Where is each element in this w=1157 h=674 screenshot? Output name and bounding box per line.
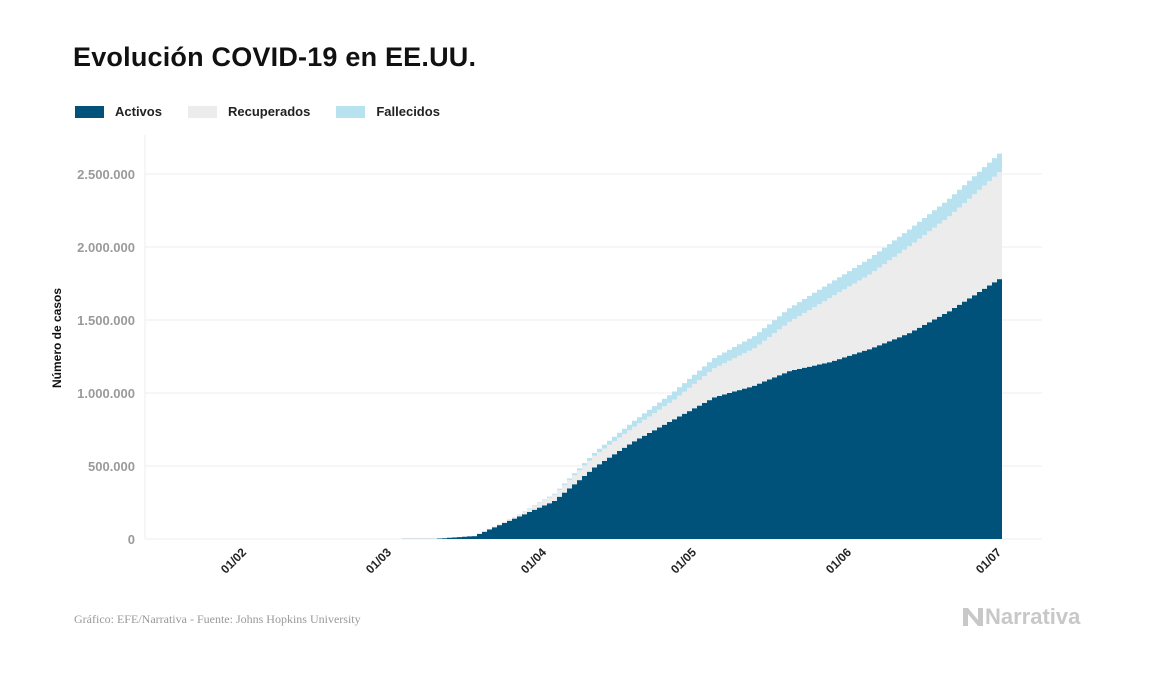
x-tick-label: 01/07 [973, 545, 1004, 576]
legend-label-activos: Activos [115, 104, 162, 119]
logo-text: Narrativa [985, 604, 1081, 629]
y-tick-label: 2.000.000 [77, 240, 135, 255]
narrativa-logo-icon [963, 608, 983, 626]
area-series-activos [192, 279, 1002, 539]
x-tick-label: 01/03 [363, 545, 394, 576]
y-tick-label: 1.000.000 [77, 386, 135, 401]
y-tick-label: 500.000 [88, 459, 135, 474]
y-tick-label: 1.500.000 [77, 313, 135, 328]
source-footer: Gráfico: EFE/Narrativa - Fuente: Johns H… [74, 612, 361, 626]
legend: Activos Recuperados Fallecidos [75, 104, 466, 119]
chart-title: Evolución COVID-19 en EE.UU. [73, 42, 477, 72]
y-tick-label: 0 [128, 532, 135, 547]
legend-swatch-recuperados [187, 105, 217, 118]
y-axis-label: Número de casos [50, 288, 64, 388]
x-tick-label: 01/04 [518, 545, 549, 576]
x-tick-label: 01/06 [823, 545, 854, 576]
narrativa-logo: Narrativa [963, 604, 1080, 630]
y-tick-label: 2.500.000 [77, 167, 135, 182]
legend-label-recuperados: Recuperados [227, 104, 311, 119]
x-tick-label: 01/02 [218, 545, 249, 576]
legend-item-recuperados: Recuperados [187, 104, 311, 119]
legend-item-activos: Activos [75, 104, 162, 119]
legend-swatch-activos [75, 105, 104, 118]
legend-label-fallecidos: Fallecidos [376, 104, 440, 119]
legend-item-fallecidos: Fallecidos [336, 104, 440, 119]
legend-swatch-fallecidos [336, 105, 366, 118]
area-series-recuperados [192, 172, 1002, 539]
x-tick-label: 01/05 [668, 545, 699, 576]
